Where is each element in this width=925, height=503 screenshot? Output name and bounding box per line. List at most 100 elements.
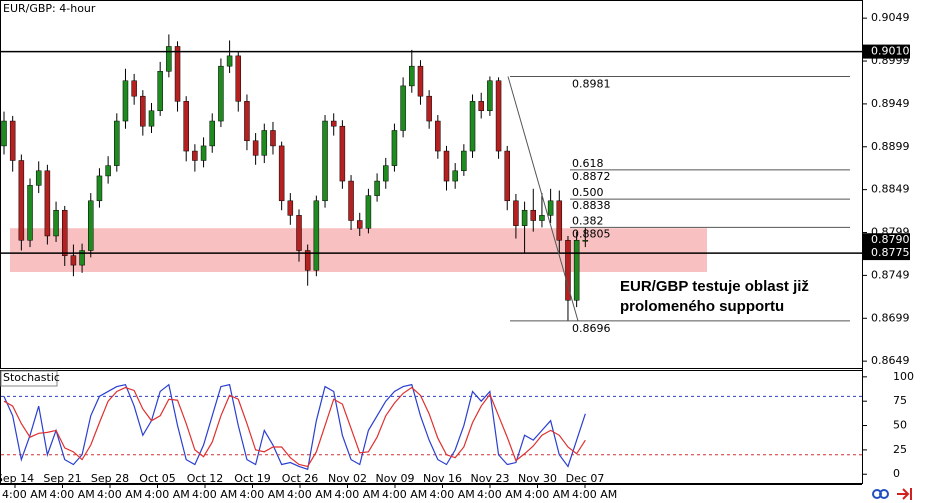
fib-price: 0.8872 xyxy=(572,170,611,183)
candle-body xyxy=(435,120,441,152)
candle-body xyxy=(356,220,363,229)
x-time-label: 4:00 AM xyxy=(287,488,332,501)
candle-body xyxy=(79,250,85,266)
price-label-bg xyxy=(863,44,910,59)
candle-body xyxy=(565,239,571,301)
candle-body xyxy=(339,125,346,182)
candle-body xyxy=(235,55,242,102)
price-label-bg xyxy=(863,233,910,248)
candle-body xyxy=(209,120,215,147)
candle-body xyxy=(426,95,432,122)
candle-body xyxy=(513,200,519,226)
x-time-label: 4:00 AM xyxy=(382,488,427,501)
candle-body xyxy=(365,195,372,229)
candle-body xyxy=(478,101,484,112)
candle-body xyxy=(443,150,450,182)
x-date-label: Oct 12 xyxy=(187,472,224,485)
candle-body xyxy=(469,101,476,152)
x-time-label: 4:00 AM xyxy=(240,488,285,501)
fib-price: 0.8981 xyxy=(572,77,611,90)
candle-body xyxy=(131,80,137,97)
candle-body xyxy=(487,80,493,112)
fib-ratio: 0.382 xyxy=(572,214,604,227)
stochastic-panel xyxy=(0,370,863,484)
candle-body xyxy=(44,170,51,237)
candle-body xyxy=(157,71,163,112)
candle-body xyxy=(287,200,294,216)
candle-body xyxy=(270,130,276,147)
icon xyxy=(897,488,912,500)
main-panel xyxy=(0,0,863,369)
candle-body xyxy=(374,180,380,196)
candle-body xyxy=(88,200,94,251)
x-time-label: 4:00 AM xyxy=(2,488,47,501)
y-tick-label: 0.8899 xyxy=(871,140,910,153)
x-time-label: 4:00 AM xyxy=(97,488,142,501)
fib-ratio: 0.618 xyxy=(572,157,604,170)
candle-body xyxy=(148,110,155,127)
fib-price: 0.8838 xyxy=(572,199,611,212)
indicator-title: Stochastic xyxy=(3,371,60,384)
candle-body xyxy=(261,130,268,156)
title-bg xyxy=(0,370,58,387)
stochastic-line xyxy=(3,383,586,471)
y-tick-label: 0.8949 xyxy=(871,97,910,110)
chart-title: EUR/GBP: 4-hour xyxy=(3,2,96,15)
candle-body xyxy=(409,65,415,87)
candle-body xyxy=(417,65,424,97)
price-label: 0.9010 xyxy=(871,45,910,58)
fib-ratio: 0.500 xyxy=(572,186,604,199)
candle-body xyxy=(70,255,77,266)
y-tick-label: 0.8649 xyxy=(871,354,910,367)
fib-price: 0.8696 xyxy=(572,322,611,335)
candle-body xyxy=(18,160,25,241)
x-date-label: Sep 28 xyxy=(91,472,129,485)
candle-body xyxy=(122,80,129,122)
candle-body xyxy=(53,209,59,237)
y-tick-label: 0.8699 xyxy=(871,311,910,324)
candle-body xyxy=(200,145,207,161)
current-price-label: 0.8790 xyxy=(871,233,910,246)
y-tick-label: 0.9049 xyxy=(871,11,910,24)
x-time-label: 4:00 AM xyxy=(145,488,190,501)
x-time-label: 4:00 AM xyxy=(525,488,570,501)
y-tick-label: 50 xyxy=(893,419,907,432)
annotation: EUR/GBP testuje oblast již xyxy=(620,278,809,295)
x-date-label: Oct 26 xyxy=(282,472,319,485)
candle-body xyxy=(539,215,545,221)
x-date-label: Sep 14 xyxy=(0,472,34,485)
x-date-label: Nov 23 xyxy=(471,472,510,485)
x-date-label: Oct 19 xyxy=(234,472,271,485)
price-label: 0.8775 xyxy=(871,246,910,259)
candle-body xyxy=(1,120,7,147)
status-icons xyxy=(872,488,912,500)
candle-body xyxy=(391,130,398,166)
candle-body xyxy=(9,120,16,161)
candle-body xyxy=(400,85,406,131)
candle-body xyxy=(556,200,563,241)
annotation: prolomeného supportu xyxy=(620,298,784,315)
candle-body xyxy=(521,209,528,226)
y-tick-label: 100 xyxy=(893,370,914,383)
candle-body xyxy=(304,250,311,271)
y-tick-label: 75 xyxy=(893,394,907,407)
x-time-label: 4:00 AM xyxy=(335,488,380,501)
candle-body xyxy=(461,150,467,172)
x-time-label: 4:00 AM xyxy=(430,488,475,501)
price-label-bg xyxy=(863,246,910,261)
y-tick-label: 0.8749 xyxy=(871,268,910,281)
candle-body xyxy=(218,65,224,122)
y-tick-label: 0 xyxy=(893,467,900,480)
x-time-label: 4:00 AM xyxy=(572,488,617,501)
candle-body xyxy=(278,145,285,202)
y-tick-label: 25 xyxy=(893,443,907,456)
candle-body xyxy=(140,95,146,127)
candle-body xyxy=(61,209,68,256)
candle-body xyxy=(252,140,259,156)
candle-body xyxy=(226,55,233,67)
candle-body xyxy=(495,80,502,152)
x-date-label: Sep 21 xyxy=(43,472,81,485)
candle-body xyxy=(192,150,198,161)
x-date-label: Nov 30 xyxy=(518,472,557,485)
